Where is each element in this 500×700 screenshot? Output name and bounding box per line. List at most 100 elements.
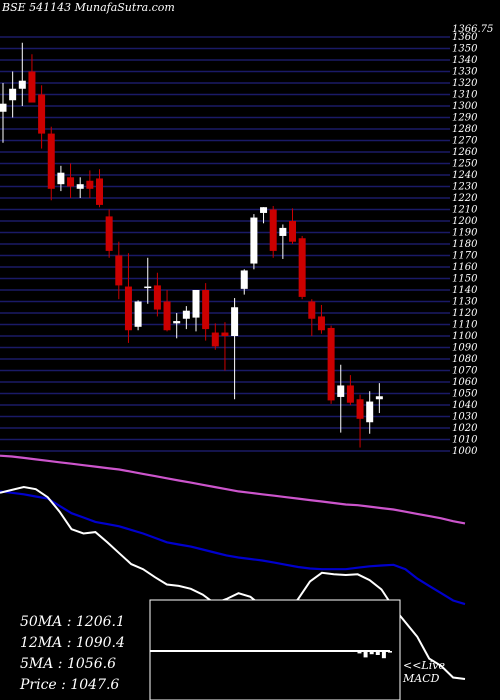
candle-body	[86, 180, 94, 189]
price-tick-label: 1260	[452, 147, 478, 158]
candle-body	[317, 316, 325, 331]
ma50-line	[0, 454, 466, 525]
candle	[47, 126, 55, 201]
candle-body	[182, 310, 190, 319]
candle-body	[28, 71, 36, 103]
candle	[337, 364, 345, 433]
candle	[96, 169, 103, 208]
candle	[182, 306, 190, 330]
candle-body	[38, 94, 46, 134]
price-tick-label: 1010	[452, 435, 478, 446]
candle	[366, 391, 374, 434]
candle-body	[211, 332, 219, 347]
price-tick-label: 1360	[452, 32, 478, 43]
stat-ma50: 50MA : 1206.1	[20, 614, 125, 630]
stock-code: 541143	[29, 1, 72, 14]
macd-panel	[149, 599, 401, 700]
price-tick-label: 1030	[452, 412, 478, 423]
candle-body	[240, 270, 248, 289]
candle-body	[308, 301, 316, 319]
candle-body	[356, 399, 364, 419]
stat-ma12: 12MA : 1090.4	[20, 635, 125, 651]
candle	[153, 272, 161, 317]
candle-body	[337, 385, 345, 397]
macd-bar	[381, 651, 386, 659]
price-tick-label: 1220	[452, 193, 478, 204]
price-tick-label: 1130	[452, 297, 478, 308]
candle	[356, 394, 364, 448]
price-tick-label: 1040	[452, 400, 478, 411]
price-axis: 1360135013401330132013101300129012801270…	[452, 24, 493, 457]
ma12-line	[0, 490, 466, 606]
candle	[269, 206, 277, 258]
live-text: <<Live	[403, 659, 445, 672]
candle-body	[67, 177, 75, 187]
price-tick-label: 1120	[452, 308, 478, 319]
candle	[279, 224, 287, 259]
candle-body	[57, 172, 65, 185]
price-tick-label: 1250	[452, 159, 478, 170]
candle-body	[173, 321, 181, 324]
candle	[240, 269, 248, 295]
price-tick-label: 1210	[452, 205, 478, 216]
moving-averages	[0, 454, 466, 680]
price-tick-label: 1300	[452, 101, 478, 112]
macd-bar	[375, 651, 380, 655]
price-tick-label: 1240	[452, 170, 478, 181]
price-tick-label: 1110	[452, 320, 478, 331]
candle-body	[231, 307, 239, 336]
price-tick-label: 1060	[452, 377, 478, 388]
exchange-label: BSE	[2, 1, 26, 14]
candle-body	[269, 209, 277, 251]
price-tick-label: 1270	[452, 136, 478, 147]
last-price-label: 1366.75	[452, 24, 493, 35]
candle	[76, 177, 84, 198]
candle-body	[260, 207, 268, 213]
price-tick-label: 1230	[452, 182, 478, 193]
candle-body	[18, 80, 26, 89]
candle	[260, 207, 268, 224]
candle	[28, 54, 36, 103]
price-tick-label: 1200	[452, 216, 478, 227]
macd-bar	[357, 651, 362, 654]
candle-body	[96, 178, 103, 205]
price-tick-label: 1350	[452, 44, 478, 55]
candle-body	[298, 238, 306, 297]
price-tick-label: 1050	[452, 389, 478, 400]
candle	[67, 163, 75, 198]
stats-panel: 50MA : 1206.1 12MA : 1090.4 5MA : 1056.6…	[20, 612, 125, 696]
price-tick-label: 1160	[452, 262, 478, 273]
candle	[105, 209, 113, 258]
price-tick-label: 1170	[452, 251, 478, 262]
price-tick-label: 1290	[452, 113, 478, 124]
candle	[327, 325, 335, 404]
stat-price: Price : 1047.6	[20, 677, 120, 693]
candle	[202, 283, 210, 341]
candle	[9, 71, 17, 118]
candle	[192, 290, 200, 332]
candle-body	[153, 285, 161, 310]
price-tick-label: 1340	[452, 55, 478, 66]
candle	[346, 375, 354, 405]
candle	[144, 257, 152, 304]
candle	[211, 323, 219, 350]
price-grid	[0, 36, 450, 452]
candle	[38, 85, 46, 149]
candle-body	[9, 88, 17, 101]
price-tick-label: 1280	[452, 124, 478, 135]
candle-body	[124, 286, 132, 331]
price-tick-label: 1150	[452, 274, 478, 285]
candle-body	[375, 396, 383, 400]
candle	[221, 322, 229, 371]
candle	[231, 298, 239, 400]
candle-body	[221, 332, 229, 336]
candle	[289, 208, 296, 244]
price-tick-label: 1000	[452, 446, 478, 457]
candle-body	[105, 216, 113, 251]
site-name: MunafaSutra.com	[74, 1, 175, 14]
macd-text: MACD	[403, 672, 440, 685]
price-tick-label: 1180	[452, 239, 478, 250]
candle	[317, 304, 325, 334]
candle-body	[134, 301, 142, 327]
